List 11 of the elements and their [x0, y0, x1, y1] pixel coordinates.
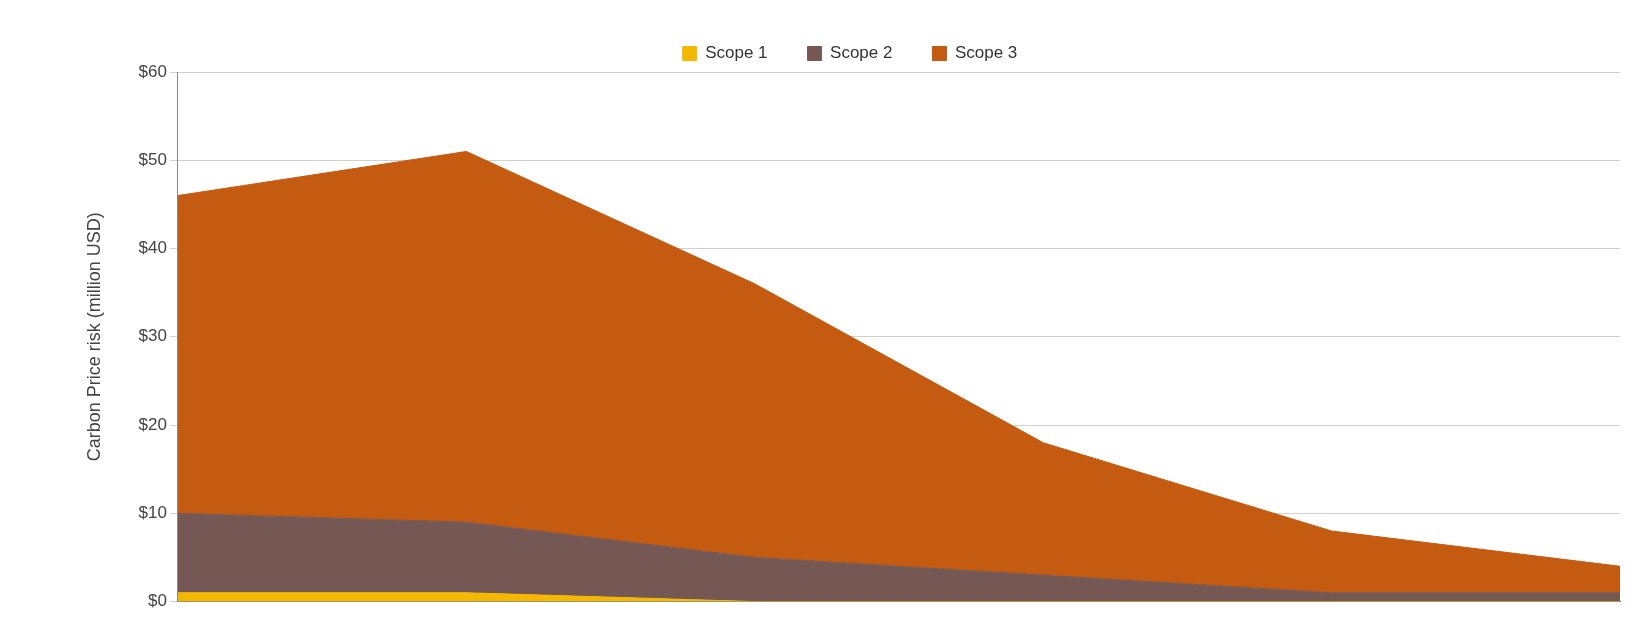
- y-tick-label: $10: [138, 503, 167, 523]
- legend-label: Scope 3: [954, 43, 1018, 63]
- legend-label: Scope 1: [705, 43, 768, 63]
- y-tick-label: $20: [138, 414, 167, 434]
- y-axis-title: Carbon Price risk (million USD): [83, 212, 104, 462]
- y-tick-label: $0: [148, 591, 167, 611]
- y-tick-label: $30: [138, 326, 167, 346]
- y-tick-label: $40: [138, 238, 167, 258]
- y-tick-label: $60: [138, 61, 167, 81]
- y-tick-label: $50: [138, 149, 167, 169]
- legend-label: Scope 2: [830, 43, 893, 63]
